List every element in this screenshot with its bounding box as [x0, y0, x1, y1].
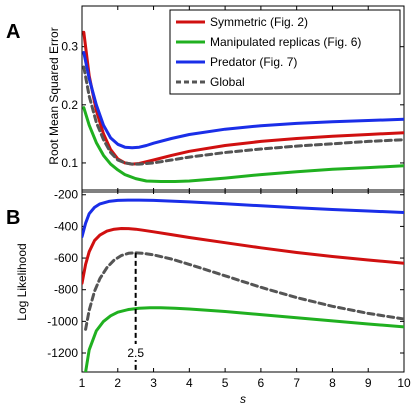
panel-a-ylabel: Root Mean Squared Error	[47, 27, 61, 164]
legend-label-manipulated: Manipulated replicas (Fig. 6)	[210, 35, 361, 49]
x-tick-label: 3	[150, 376, 157, 390]
legend-box	[169, 9, 401, 95]
panel-b-label: B	[6, 207, 20, 229]
series-line-manipulated	[84, 306, 404, 372]
panel-b-series	[82, 198, 404, 372]
series-line-global	[84, 251, 404, 331]
panel-a-plot-area	[81, 5, 405, 193]
series-line-manipulated	[82, 106, 404, 183]
panel-b-ticks: -1200 -1000 -800 -600 -400 -200 1 2 3 4 5 6 7 8 9 10	[47, 188, 411, 390]
x-tick-label: 9	[365, 376, 372, 390]
y-tick-label: -200	[54, 188, 78, 202]
x-tick-label: 10	[397, 376, 411, 390]
y-tick-label: 0.2	[61, 98, 78, 112]
x-tick-label: 7	[293, 376, 300, 390]
y-tick-label: 0.3	[61, 40, 78, 54]
x-tick-label: 4	[186, 376, 193, 390]
y-tick-label: -1000	[47, 314, 78, 328]
panel-a-label: A	[6, 21, 20, 43]
panel-a-series	[82, 30, 404, 183]
series-line-symmetric	[82, 30, 404, 166]
y-tick-label: -400	[54, 219, 78, 233]
x-tick-label: 8	[329, 376, 336, 390]
y-tick-label: 0.1	[61, 156, 78, 170]
y-tick-label: -600	[54, 251, 78, 265]
legend-label-global: Global	[210, 75, 245, 89]
series-line-predator	[82, 198, 404, 239]
legend: Symmetric (Fig. 2) Manipulated replicas …	[169, 9, 401, 95]
annotation: 2.5	[123, 252, 148, 372]
y-tick-label: -1200	[47, 346, 78, 360]
annotation-label: 2.5	[127, 346, 144, 360]
panel-b-xlabel: s	[240, 392, 246, 406]
legend-label-predator: Predator (Fig. 7)	[210, 55, 297, 69]
legend-label-symmetric: Symmetric (Fig. 2)	[210, 15, 308, 29]
annotation-label-bg	[123, 344, 148, 360]
panel-a: A Root Mean Squared Error 0.1 0.2 0.3 Symm…	[6, 5, 405, 193]
x-tick-label: 5	[222, 376, 229, 390]
series-line-global	[82, 65, 404, 166]
series-line-symmetric	[82, 227, 404, 285]
x-tick-label: 2	[114, 376, 121, 390]
panel-b: B Log Likelihood -1200-1000-800-600-400-…	[6, 188, 411, 406]
y-tick-label: -800	[54, 283, 78, 297]
x-tick-label: 1	[79, 376, 86, 390]
series-line-predator	[82, 51, 404, 150]
panel-b-ylabel: Log Likelihood	[15, 243, 29, 320]
x-tick-label: 6	[258, 376, 265, 390]
